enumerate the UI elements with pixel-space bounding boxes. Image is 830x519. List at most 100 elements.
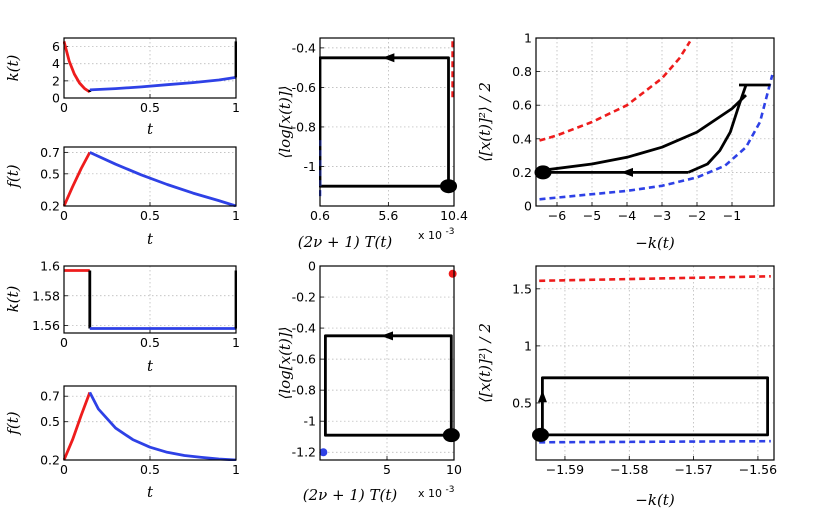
x-tick-label: −5 — [583, 208, 601, 223]
x-axis-label: t — [147, 120, 154, 138]
y-tick-label: -1 — [304, 159, 316, 174]
y-tick-label: 0 — [308, 259, 316, 274]
x-axis-label: t — [147, 357, 154, 375]
series-line-cycle-right — [687, 84, 748, 174]
y-tick-label: 0.5 — [40, 414, 60, 429]
series-line-compression — [63, 391, 92, 461]
y-tick-label: -0.6 — [292, 80, 316, 95]
y-tick-label: -0.8 — [292, 119, 316, 134]
plot-area — [539, 275, 771, 444]
y-tick-label: 4 — [52, 56, 60, 71]
x-tick-label: 1 — [232, 100, 240, 115]
y-tick-label: 1.6 — [40, 259, 60, 274]
plot-frame — [63, 146, 237, 207]
y-axis-label: k(t) — [4, 285, 22, 312]
plot-frame — [63, 37, 237, 99]
y-tick-label: 0.2 — [40, 199, 60, 214]
series-line-red-dashed — [539, 40, 692, 142]
y-tick-label: 0.7 — [40, 389, 60, 404]
x-tick-label: 0.5 — [140, 462, 160, 477]
plot-frame — [63, 385, 237, 461]
plot-area — [319, 40, 454, 197]
y-tick-label: -0.8 — [292, 383, 316, 398]
y-tick-label: 0 — [524, 199, 532, 214]
chart-panel-p8: −1.59 −1.58 −1.57 −1.56 0.5 1 1.5 −k(t) ⟨[x(t)]²… — [476, 265, 777, 509]
x-axis-label: −k(t) — [635, 491, 675, 509]
direction-arrow — [621, 167, 633, 177]
y-axis-label: k(t) — [4, 54, 22, 81]
y-axis-label: ⟨log[x(t)]⟩ — [276, 326, 294, 399]
series-line-expansion — [89, 151, 237, 207]
y-axis-label: f(t) — [4, 164, 22, 188]
x-tick-label: −1 — [723, 208, 741, 223]
marker-blue — [319, 448, 328, 457]
marker-black — [534, 165, 552, 180]
y-axis-label: ⟨[x(t)]²⟩ / 2 — [476, 82, 494, 162]
series-line-blue-dashed — [539, 439, 771, 444]
y-tick-label: 0.2 — [40, 453, 60, 468]
y-tick-label: 1.58 — [32, 288, 60, 303]
y-tick-label: 0.5 — [40, 166, 60, 181]
plot-frame — [535, 265, 775, 461]
marker-black — [440, 179, 458, 194]
plot-frame — [535, 37, 775, 207]
chart-panel-p3: 0.6 5.6 10.4 -1 -0.8 -0.6 -0.4 (2ν + 1) T(t) ⟨lo… — [276, 37, 468, 251]
x-tick-label: 10 — [446, 462, 462, 477]
y-tick-label: 1.5 — [512, 281, 532, 296]
y-tick-label: 0 — [52, 91, 60, 106]
y-tick-label: 0.7 — [40, 145, 60, 160]
plot-frame — [63, 265, 237, 334]
x-tick-label: 0.5 — [140, 335, 160, 350]
x-tick-label: 0 — [60, 100, 68, 115]
series-line-cycle — [539, 376, 769, 437]
x-tick-label: 0.6 — [310, 208, 330, 223]
chart-panel-p6: 0 0.5 1 0.2 0.5 0.7 t f(t) — [4, 385, 240, 501]
x-tick-label: 0 — [60, 208, 68, 223]
x-axis-label: t — [147, 483, 154, 501]
series-line-cycle — [319, 56, 450, 188]
chart-panel-p2: 0 0.5 1 0.2 0.5 0.7 t f(t) — [4, 145, 240, 248]
x-tick-label: −4 — [618, 208, 636, 223]
y-tick-label: 0.2 — [512, 165, 532, 180]
y-tick-label: -0.2 — [292, 290, 316, 305]
series-line-red-dashed — [539, 275, 771, 283]
direction-arrow — [537, 390, 547, 403]
x-tick-label: 10.4 — [440, 208, 468, 223]
x-scale-factor: x 10 -3 — [418, 227, 454, 242]
marker-black — [532, 427, 550, 442]
x-axis-label: t — [147, 230, 154, 248]
x-tick-label: −1.57 — [674, 462, 712, 477]
x-tick-label: −3 — [653, 208, 671, 223]
x-scale-factor: x 10 -3 — [418, 485, 454, 500]
plot-area — [323, 334, 453, 437]
x-tick-label: 0.5 — [140, 208, 160, 223]
y-tick-label: -1 — [304, 414, 316, 429]
x-tick-label: −1.59 — [546, 462, 584, 477]
direction-arrow — [381, 331, 393, 341]
x-tick-label: 1 — [232, 462, 240, 477]
x-tick-label: 0 — [60, 335, 68, 350]
y-tick-label: 0.8 — [512, 64, 532, 79]
x-tick-label: 0 — [60, 462, 68, 477]
y-tick-label: 1.56 — [32, 318, 60, 333]
marker-black — [442, 428, 460, 443]
y-tick-label: 0.6 — [512, 98, 532, 113]
y-axis-label: ⟨log[x(t)]⟩ — [276, 85, 294, 158]
x-axis-label: −k(t) — [635, 234, 675, 252]
x-tick-label: 5.6 — [378, 208, 398, 223]
series-line-cycle — [323, 334, 453, 437]
series-line-compression — [63, 41, 91, 94]
y-tick-label: 6 — [52, 39, 60, 54]
y-axis-label: ⟨[x(t)]²⟩ / 2 — [476, 323, 494, 403]
direction-arrow — [382, 53, 395, 63]
x-tick-label: −1.58 — [610, 462, 648, 477]
plot-area — [539, 40, 774, 201]
x-axis-label: (2ν + 1) T(t) — [298, 233, 393, 251]
series-line-compression — [63, 151, 92, 207]
plot-area — [63, 391, 237, 461]
y-tick-label: 1 — [524, 31, 532, 46]
y-tick-label: -1.2 — [292, 445, 316, 460]
series-line-expansion — [88, 391, 237, 461]
